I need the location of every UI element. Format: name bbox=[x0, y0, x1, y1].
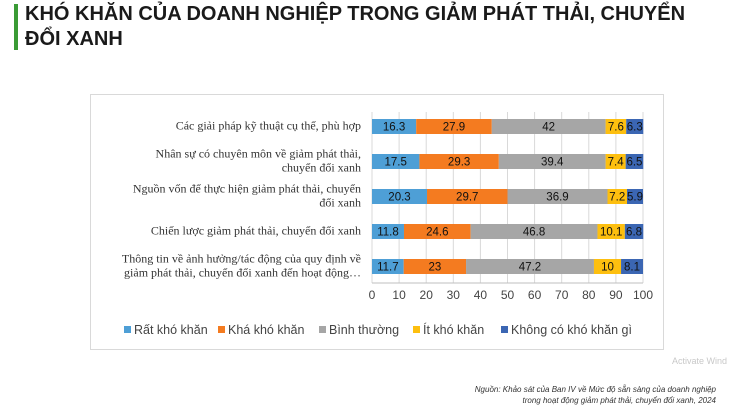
bar-segment bbox=[621, 259, 643, 274]
bar-segment bbox=[605, 119, 627, 134]
category-label: Nhân sự có chuyên môn về giảm phát thải, bbox=[156, 147, 361, 161]
bar-segment bbox=[625, 154, 644, 169]
page-title: KHÓ KHĂN CỦA DOANH NGHIỆP TRONG GIẢM PHÁ… bbox=[25, 3, 686, 50]
legend-swatch bbox=[413, 326, 420, 333]
legend-label: Không có khó khăn gì bbox=[511, 323, 632, 337]
data-label: 6.3 bbox=[627, 122, 643, 134]
legend-swatch bbox=[218, 326, 225, 333]
data-label: 16.3 bbox=[383, 122, 405, 134]
x-tick-label: 30 bbox=[447, 288, 461, 302]
x-tick-label: 20 bbox=[420, 288, 434, 302]
data-label: 5.9 bbox=[627, 192, 643, 204]
bar-segment bbox=[491, 119, 606, 134]
bar-segment bbox=[627, 189, 643, 204]
x-tick-label: 60 bbox=[528, 288, 542, 302]
bar-segment bbox=[416, 119, 492, 134]
data-label: 11.7 bbox=[377, 262, 399, 274]
category-label: đổi xanh bbox=[319, 196, 361, 210]
bar-segment bbox=[498, 154, 606, 169]
bar-segment bbox=[419, 154, 499, 169]
activate-watermark: Activate Wind bbox=[672, 356, 728, 366]
bar-segment bbox=[605, 154, 626, 169]
legend-swatch bbox=[319, 326, 326, 333]
data-label: 42 bbox=[542, 122, 555, 134]
bar-segment bbox=[372, 259, 404, 274]
data-label: 7.2 bbox=[609, 192, 625, 204]
data-label: 11.8 bbox=[377, 227, 399, 239]
title-accent-bar bbox=[14, 4, 18, 50]
data-label: 8.1 bbox=[624, 262, 640, 274]
data-label: 27.9 bbox=[443, 122, 465, 134]
x-tick-label: 90 bbox=[609, 288, 623, 302]
bar-segment bbox=[372, 154, 420, 169]
source-line-2: trong hoạt động giảm phát thải, chuyển đ… bbox=[522, 396, 716, 405]
category-label: Thông tin về ảnh hưởng/tác động của quy … bbox=[122, 252, 361, 266]
data-label: 20.3 bbox=[388, 192, 410, 204]
x-tick-label: 10 bbox=[392, 288, 406, 302]
data-label: 10.1 bbox=[600, 227, 622, 239]
data-label: 17.5 bbox=[385, 157, 407, 169]
category-label: Các giải pháp kỹ thuật cụ thể, phù hợp bbox=[176, 119, 361, 133]
data-label: 24.6 bbox=[426, 227, 448, 239]
legend-label: Khá khó khăn bbox=[228, 323, 304, 337]
data-label: 23 bbox=[428, 262, 441, 274]
legend-label: Rất khó khăn bbox=[134, 323, 208, 337]
chart-frame bbox=[90, 94, 664, 350]
source-note: Nguồn: Khảo sát của Ban IV về Mức độ sẵn… bbox=[286, 384, 716, 406]
bar-segment bbox=[403, 259, 467, 274]
x-tick-label: 50 bbox=[501, 288, 515, 302]
data-label: 39.4 bbox=[541, 157, 564, 169]
category-label: giảm phát thải, chuyển đổi xanh đến hoạt… bbox=[124, 266, 361, 280]
bar-segment bbox=[626, 119, 644, 134]
bar-segment bbox=[607, 189, 628, 204]
bar-segment bbox=[427, 189, 508, 204]
data-label: 6.8 bbox=[626, 227, 642, 239]
category-label: chuyển đổi xanh bbox=[282, 161, 361, 175]
data-label: 7.4 bbox=[608, 157, 625, 169]
x-tick-label: 0 bbox=[369, 288, 376, 302]
x-tick-label: 40 bbox=[474, 288, 488, 302]
x-tick-label: 80 bbox=[582, 288, 596, 302]
data-label: 29.3 bbox=[448, 157, 470, 169]
bar-segment bbox=[372, 119, 417, 134]
legend-swatch bbox=[501, 326, 508, 333]
bar-segment bbox=[403, 224, 471, 239]
bar-segment bbox=[470, 224, 598, 239]
category-label: Nguồn vốn để thực hiện giảm phát thải, c… bbox=[133, 182, 361, 196]
category-label: Chiến lược giảm phát thải, chuyển đổi xa… bbox=[151, 224, 361, 238]
bar-segment bbox=[593, 259, 622, 274]
data-label: 29.7 bbox=[456, 192, 478, 204]
legend-swatch bbox=[124, 326, 131, 333]
data-label: 6.5 bbox=[626, 157, 642, 169]
data-label: 36.9 bbox=[546, 192, 568, 204]
bar-segment bbox=[372, 189, 428, 204]
data-label: 46.8 bbox=[523, 227, 545, 239]
x-tick-label: 70 bbox=[555, 288, 569, 302]
bar-segment bbox=[624, 224, 644, 239]
x-tick-label: 100 bbox=[633, 288, 653, 302]
data-label: 10 bbox=[601, 262, 614, 274]
bar-segment bbox=[466, 259, 594, 274]
bar-segment bbox=[507, 189, 608, 204]
bar-segment bbox=[597, 224, 625, 239]
source-line-1: Nguồn: Khảo sát của Ban IV về Mức độ sẵn… bbox=[474, 385, 716, 394]
data-label: 47.2 bbox=[519, 262, 541, 274]
bar-segment bbox=[372, 224, 404, 239]
data-label: 7.6 bbox=[608, 122, 624, 134]
legend-label: Ít khó khăn bbox=[423, 322, 484, 337]
legend-label: Bình thường bbox=[329, 323, 399, 337]
